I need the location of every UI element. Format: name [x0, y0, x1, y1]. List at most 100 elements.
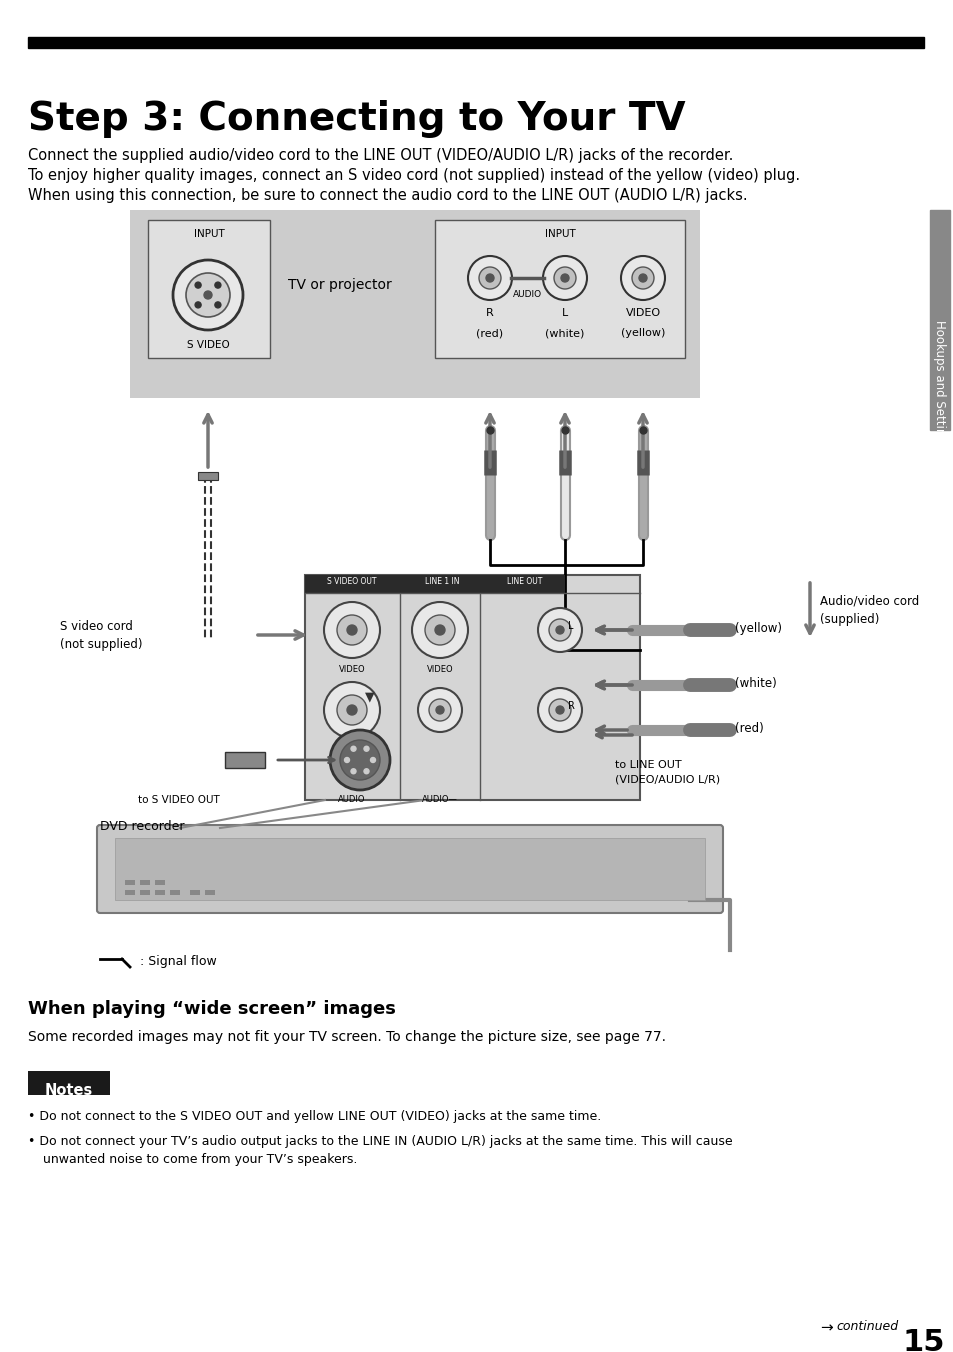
Bar	[125, 880, 135, 886]
Circle shape	[195, 301, 201, 308]
Circle shape	[639, 274, 646, 283]
Bar	[170, 890, 180, 895]
Text: TV or projector: TV or projector	[288, 279, 392, 292]
Text: When using this connection, be sure to connect the audio cord to the LINE OUT (A: When using this connection, be sure to c…	[28, 188, 747, 203]
Circle shape	[556, 706, 563, 714]
Text: S VIDEO: S VIDEO	[187, 339, 229, 350]
Bar	[154, 890, 165, 895]
Text: L: L	[561, 308, 568, 318]
Bar	[399, 575, 484, 594]
Text: INPUT: INPUT	[544, 228, 575, 239]
Text: VIDEO: VIDEO	[426, 665, 453, 675]
Circle shape	[537, 608, 581, 652]
Circle shape	[347, 704, 356, 715]
Circle shape	[485, 274, 494, 283]
Circle shape	[339, 740, 379, 780]
Text: • Do not connect your TV’s audio output jacks to the LINE IN (AUDIO L/R) jacks a: • Do not connect your TV’s audio output …	[28, 1134, 732, 1148]
Text: • Do not connect to the S VIDEO OUT and yellow LINE OUT (VIDEO) jacks at the sam: • Do not connect to the S VIDEO OUT and …	[28, 1110, 600, 1124]
Circle shape	[214, 283, 221, 288]
Bar	[198, 472, 218, 480]
Text: Step 3: Connecting to Your TV: Step 3: Connecting to Your TV	[28, 100, 685, 138]
Text: (white): (white)	[545, 329, 584, 338]
Bar	[148, 220, 270, 358]
Circle shape	[542, 256, 586, 300]
Text: : Signal flow: : Signal flow	[140, 955, 216, 968]
Bar	[190, 890, 200, 895]
Text: L: L	[567, 621, 573, 631]
Text: (white): (white)	[734, 677, 776, 690]
Bar	[115, 838, 704, 900]
Bar	[435, 220, 684, 358]
Circle shape	[537, 688, 581, 731]
Bar	[140, 890, 150, 895]
Circle shape	[548, 699, 571, 721]
Text: Some recorded images may not fit your TV screen. To change the picture size, see: Some recorded images may not fit your TV…	[28, 1030, 665, 1044]
Circle shape	[620, 256, 664, 300]
Circle shape	[436, 706, 443, 714]
Circle shape	[351, 746, 355, 752]
Circle shape	[344, 757, 349, 763]
Text: (red): (red)	[476, 329, 503, 338]
Circle shape	[429, 699, 451, 721]
Text: R: R	[567, 700, 575, 711]
Circle shape	[336, 695, 367, 725]
Bar	[154, 880, 165, 886]
Circle shape	[468, 256, 512, 300]
Text: INPUT: INPUT	[193, 228, 224, 239]
Bar	[130, 210, 700, 397]
Bar	[484, 575, 564, 594]
Text: DVD recorder: DVD recorder	[100, 821, 184, 833]
Bar	[28, 37, 923, 49]
FancyBboxPatch shape	[97, 825, 722, 913]
Bar	[28, 1071, 110, 1095]
Circle shape	[364, 746, 369, 752]
Circle shape	[631, 266, 654, 289]
Circle shape	[364, 769, 369, 773]
Circle shape	[347, 625, 356, 635]
Text: AUDIO: AUDIO	[513, 289, 541, 299]
Bar	[305, 575, 639, 800]
Circle shape	[186, 273, 230, 316]
Circle shape	[556, 626, 563, 634]
Circle shape	[560, 274, 568, 283]
Text: S VIDEO OUT: S VIDEO OUT	[327, 577, 376, 585]
Circle shape	[351, 769, 355, 773]
Text: ▼: ▼	[365, 690, 375, 703]
Circle shape	[412, 602, 468, 658]
Circle shape	[336, 615, 367, 645]
Text: VIDEO: VIDEO	[338, 665, 365, 675]
Text: (red): (red)	[734, 722, 763, 735]
Circle shape	[554, 266, 576, 289]
Circle shape	[195, 283, 201, 288]
Text: Connect the supplied audio/video cord to the LINE OUT (VIDEO/AUDIO L/R) jacks of: Connect the supplied audio/video cord to…	[28, 147, 733, 164]
Circle shape	[324, 602, 379, 658]
Circle shape	[548, 619, 571, 641]
Text: →: →	[820, 1320, 832, 1334]
Text: R: R	[486, 308, 494, 318]
Bar	[225, 752, 265, 768]
Circle shape	[424, 615, 455, 645]
Text: AUDIO—: AUDIO—	[421, 795, 457, 804]
Circle shape	[435, 625, 444, 635]
Text: Hookups and Settings: Hookups and Settings	[933, 320, 945, 449]
Circle shape	[370, 757, 375, 763]
Text: 15: 15	[902, 1328, 944, 1352]
Text: to LINE OUT
(VIDEO/AUDIO L/R): to LINE OUT (VIDEO/AUDIO L/R)	[615, 760, 720, 784]
Text: LINE OUT: LINE OUT	[507, 577, 542, 585]
Text: unwanted noise to come from your TV’s speakers.: unwanted noise to come from your TV’s sp…	[43, 1153, 357, 1165]
Text: To enjoy higher quality images, connect an S video cord (not supplied) instead o: To enjoy higher quality images, connect …	[28, 168, 800, 183]
Bar	[205, 890, 214, 895]
Text: Audio/video cord
(supplied): Audio/video cord (supplied)	[820, 595, 919, 626]
Text: VIDEO: VIDEO	[625, 308, 659, 318]
Text: (yellow): (yellow)	[620, 329, 664, 338]
Text: S video cord
(not supplied): S video cord (not supplied)	[60, 621, 142, 652]
Circle shape	[330, 730, 390, 790]
Bar	[125, 890, 135, 895]
Text: AUDIO: AUDIO	[338, 795, 365, 804]
Circle shape	[214, 301, 221, 308]
Text: (yellow): (yellow)	[734, 622, 781, 635]
Text: continued: continued	[835, 1320, 897, 1333]
Text: When playing “wide screen” images: When playing “wide screen” images	[28, 1000, 395, 1018]
Bar	[929, 210, 949, 430]
Circle shape	[172, 260, 243, 330]
